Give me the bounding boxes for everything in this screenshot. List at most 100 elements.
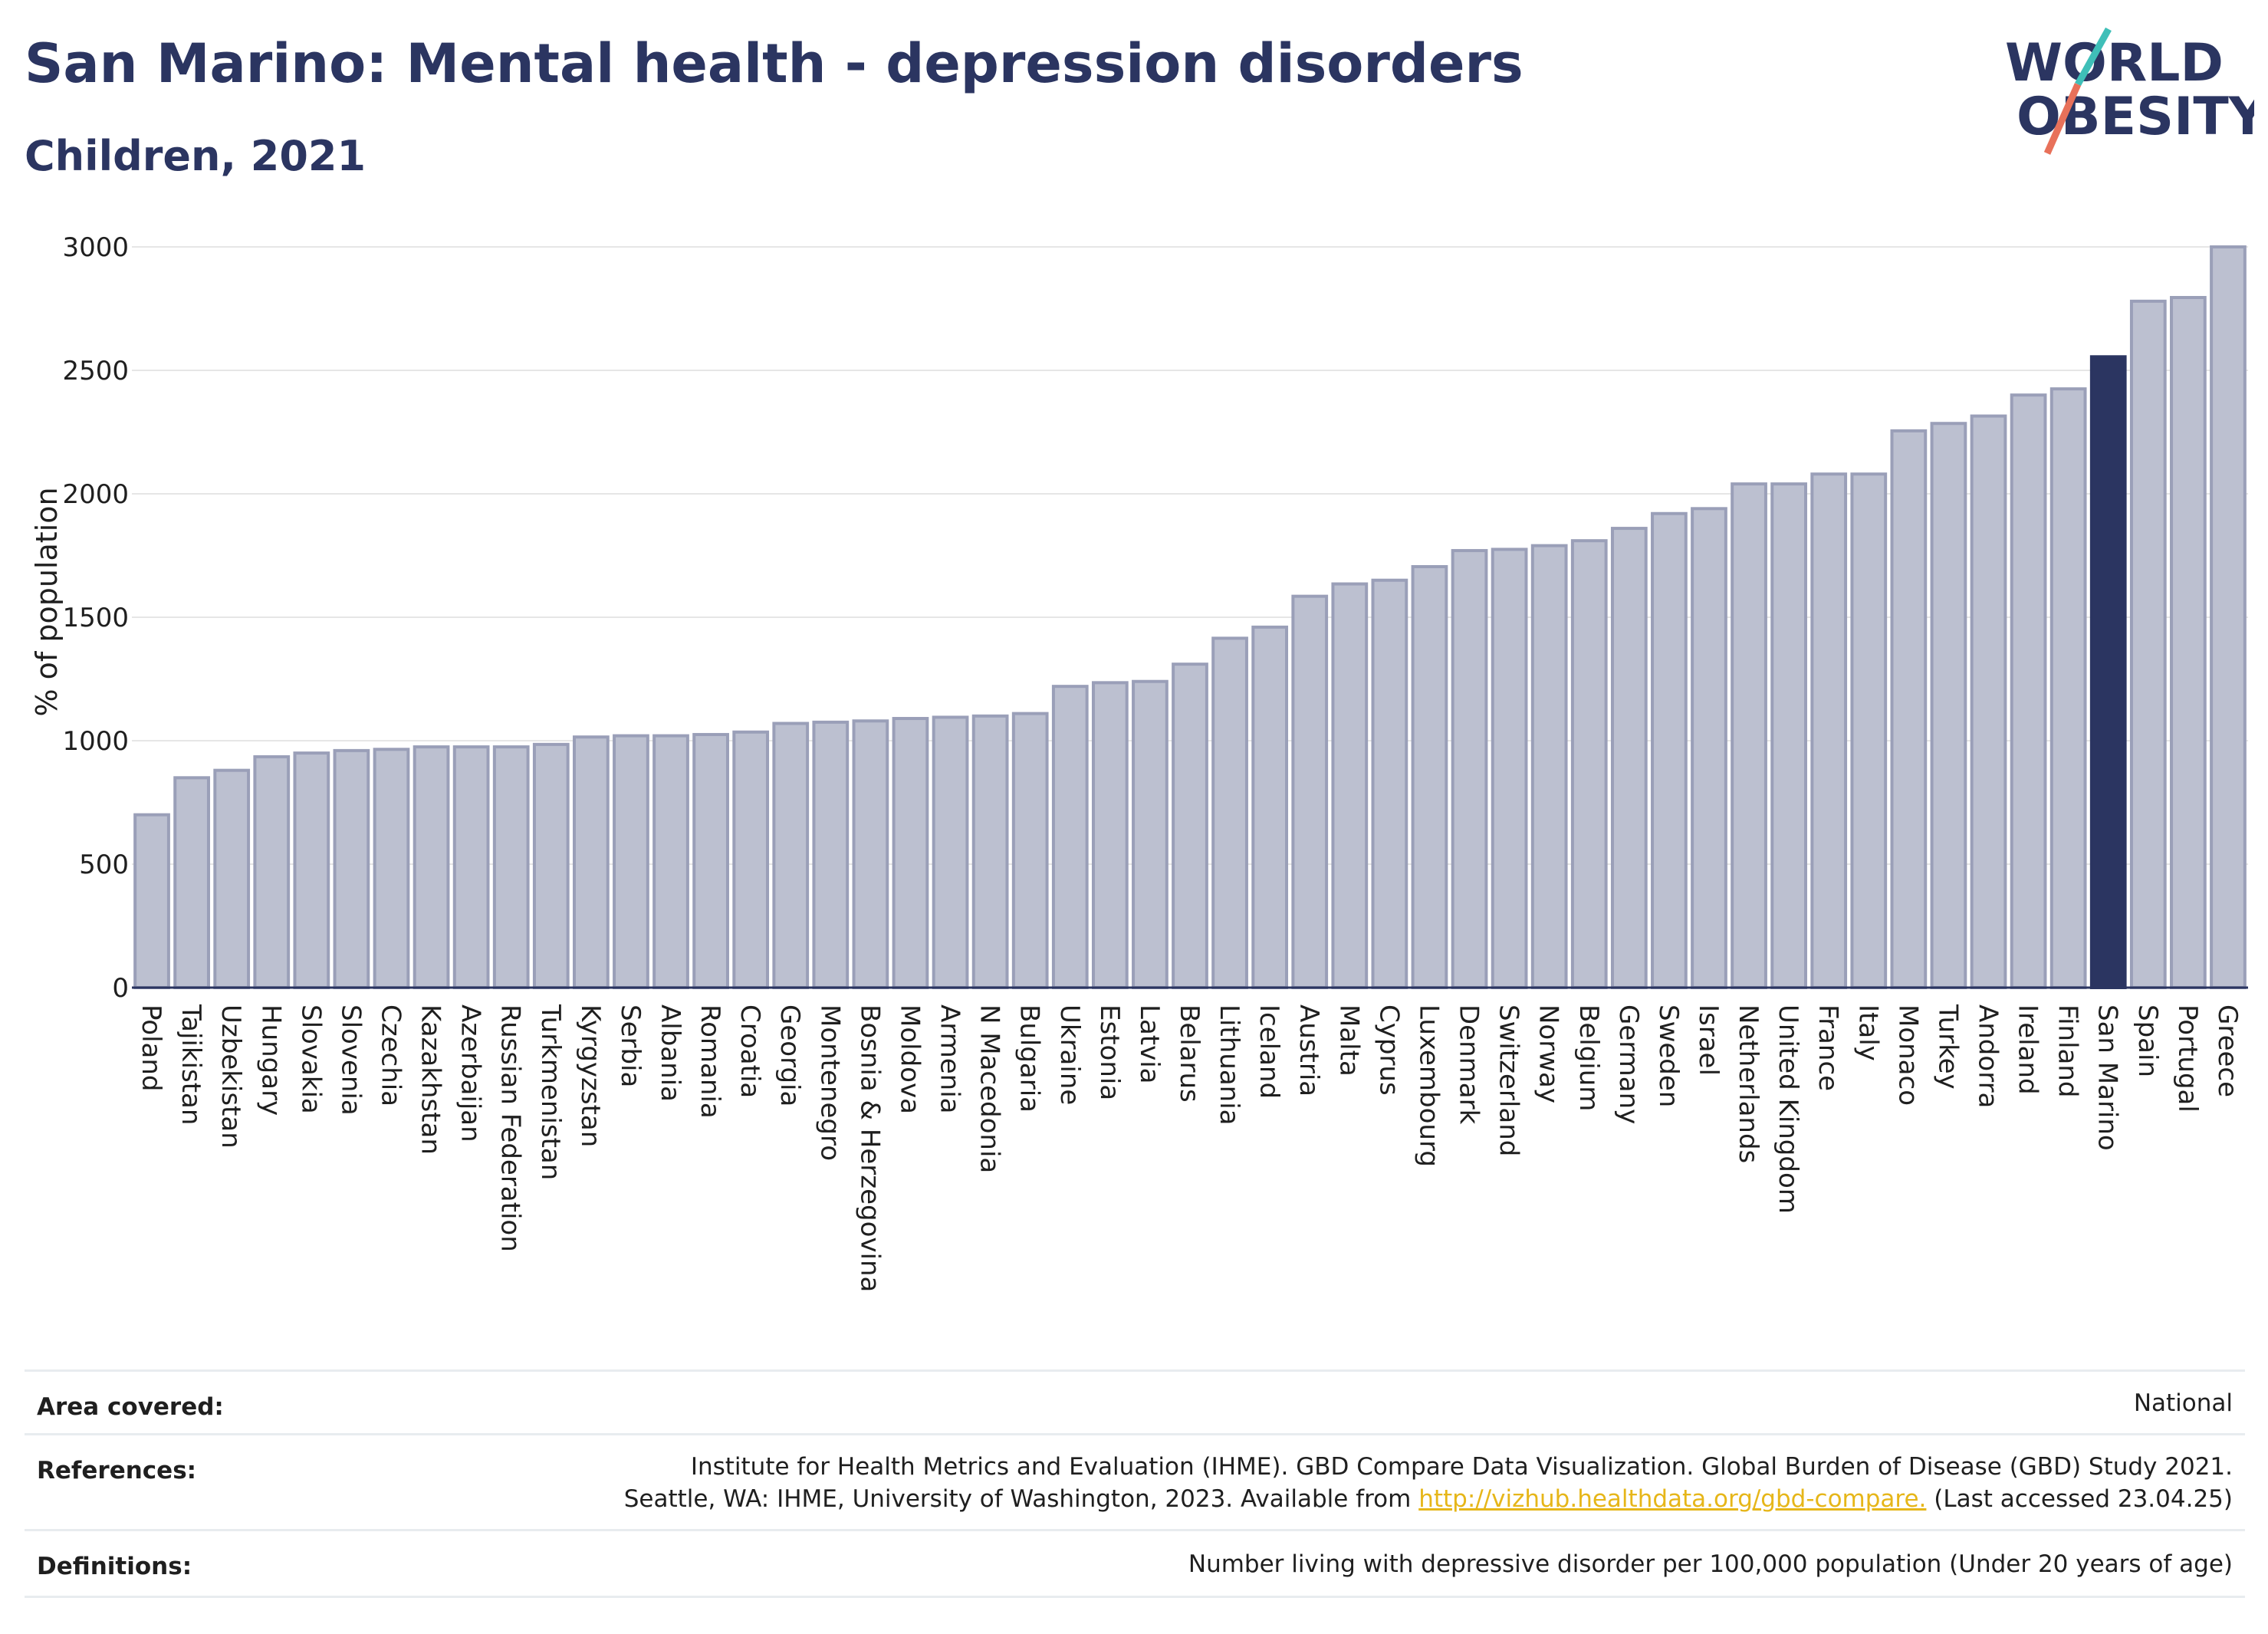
bar <box>613 734 649 989</box>
x-tick-label: Poland <box>136 1004 166 1092</box>
bar <box>1610 527 1648 989</box>
x-tick-label: Estonia <box>1094 1004 1125 1100</box>
bar <box>213 768 251 989</box>
y-tick-label: 500 <box>79 850 129 880</box>
x-tick-label: Russian Federation <box>495 1004 526 1252</box>
x-tick-label: France <box>1813 1004 1843 1091</box>
bar <box>772 722 810 990</box>
x-tick-label: Hungary <box>255 1004 286 1116</box>
x-tick-label: Czechia <box>375 1004 406 1106</box>
x-tick-label: Denmark <box>1454 1004 1484 1125</box>
x-tick-label: Spain <box>2132 1004 2163 1077</box>
bar <box>532 742 570 990</box>
bar <box>1970 414 2007 989</box>
x-tick-label: Greece <box>2212 1004 2243 1097</box>
bar <box>413 745 450 989</box>
x-tick-label: Luxembourg <box>1413 1004 1444 1167</box>
bar <box>572 735 610 989</box>
definitions-label: Definitions: <box>37 1553 192 1580</box>
x-tick-label: Azerbaijan <box>455 1004 486 1142</box>
bar <box>1770 482 1808 989</box>
x-tick-label: Finland <box>2053 1004 2083 1098</box>
x-tick-label: Norway <box>1533 1004 1564 1103</box>
area-covered-row: Area covered: National <box>25 1369 2245 1433</box>
references-row: References: Institute for Health Metrics… <box>25 1433 2245 1529</box>
y-axis-label: % of population <box>30 487 64 716</box>
bar <box>2129 299 2167 989</box>
y-tick-label: 2000 <box>62 479 129 510</box>
y-tick-label: 2500 <box>62 356 129 386</box>
x-tick-label: Ireland <box>2013 1004 2043 1095</box>
bar <box>333 748 370 989</box>
bar <box>812 720 850 989</box>
x-tick-label: Switzerland <box>1494 1004 1524 1156</box>
bar <box>452 745 490 989</box>
x-tick-label: Italy <box>1852 1004 1883 1061</box>
x-tick-label: Turkey <box>1932 1004 1963 1090</box>
x-tick-label: Albania <box>655 1004 685 1102</box>
bar <box>1132 679 1169 989</box>
bar <box>2049 387 2087 989</box>
world-obesity-logo: WORLD OBESITY <box>2005 27 2254 155</box>
bar-highlight <box>2089 355 2127 990</box>
bar <box>1051 685 1089 989</box>
x-tick-label: Bulgaria <box>1014 1004 1045 1113</box>
bar <box>971 714 1009 989</box>
x-tick-label: Romania <box>695 1004 725 1119</box>
x-tick-label: Malta <box>1333 1004 1364 1077</box>
bar <box>1291 594 1329 989</box>
x-tick-label: Latvia <box>1134 1004 1165 1084</box>
x-tick-label: Cyprus <box>1373 1004 1404 1096</box>
y-tick-label: 0 <box>112 973 129 1004</box>
x-tick-label: Moldova <box>894 1004 925 1114</box>
x-tick-label: Portugal <box>2172 1004 2203 1113</box>
bar <box>293 751 330 989</box>
x-tick-label: Ukraine <box>1054 1004 1085 1105</box>
bar <box>932 715 969 989</box>
y-tick-label: 3000 <box>62 232 129 263</box>
bar <box>492 745 530 989</box>
x-tick-label: Monaco <box>1892 1004 1923 1106</box>
bar <box>1691 507 1727 989</box>
logo-slash-coral <box>2043 83 2082 155</box>
x-tick-label: Montenegro <box>814 1004 845 1161</box>
x-tick-label: San Marino <box>2092 1004 2123 1151</box>
bar <box>373 748 410 990</box>
bar <box>1530 544 1568 989</box>
bar <box>133 813 170 989</box>
x-tick-label: Andorra <box>1973 1004 2003 1108</box>
page-subtitle: Children, 2021 <box>25 132 366 180</box>
area-covered-label: Area covered: <box>37 1393 224 1421</box>
page-title: San Marino: Mental health - depression d… <box>25 32 1524 95</box>
axes: 0 500 1000 1500 2000 2500 3000 <box>62 232 2248 1004</box>
x-tick-label: Slovakia <box>295 1004 326 1114</box>
bar <box>1371 578 1408 989</box>
x-tick-label: Kazakhstan <box>416 1004 446 1155</box>
bar <box>1011 712 1049 990</box>
bar <box>1491 547 1528 989</box>
references-line2: Seattle, WA: IHME, University of Washing… <box>624 1483 2233 1515</box>
bar <box>1930 422 1967 989</box>
x-tick-label: Turkmenistan <box>535 1004 566 1180</box>
bar <box>1331 582 1369 989</box>
references-link[interactable]: http://vizhub.healthdata.org/gbd-compare… <box>1418 1485 1927 1513</box>
references-line2-post: (Last accessed 23.04.25) <box>1926 1485 2233 1513</box>
logo-slash-teal <box>2075 27 2112 87</box>
x-tick-label: Sweden <box>1653 1004 1684 1107</box>
x-tick-label: Netherlands <box>1733 1004 1763 1163</box>
bar <box>2210 245 2247 989</box>
bar-chart: 0 500 1000 1500 2000 2500 3000 Poland Tajikista… <box>30 232 2248 1292</box>
x-tick-label: Germany <box>1613 1004 1644 1124</box>
bar <box>1091 681 1129 990</box>
references-label: References: <box>37 1457 197 1484</box>
bar <box>1850 472 1888 989</box>
bar <box>1172 662 1208 989</box>
x-tick-label: Tajikistan <box>176 1004 206 1125</box>
references-value: Institute for Health Metrics and Evaluat… <box>624 1451 2233 1515</box>
bar <box>1251 625 1289 989</box>
x-tick-label: Lithuania <box>1214 1004 1244 1125</box>
bar <box>692 732 729 989</box>
category-labels: Poland Tajikistan Uzbekistan Hungary Slovaki… <box>136 1004 2243 1292</box>
bar <box>253 755 291 989</box>
bar <box>1451 549 1488 989</box>
